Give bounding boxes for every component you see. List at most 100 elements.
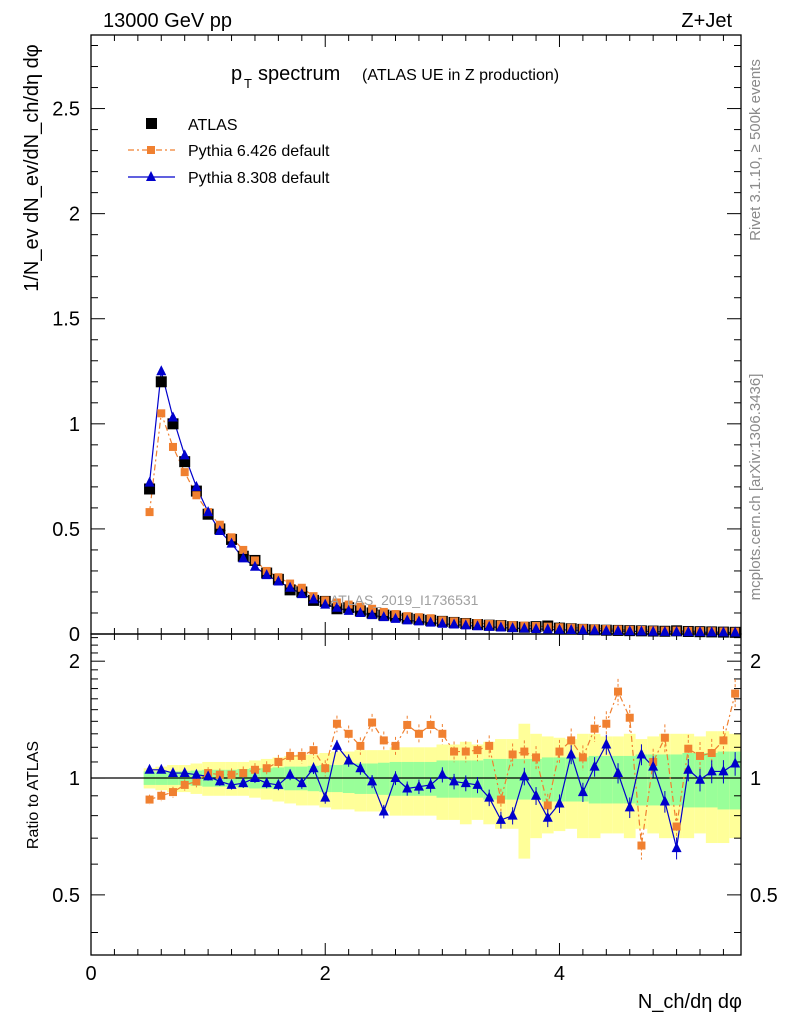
ratio-point-pythia8 (554, 797, 565, 808)
ratio-point-pythia8 (613, 767, 624, 778)
ratio-point-pythia6 (309, 746, 318, 755)
ratio-point-pythia8 (437, 768, 448, 779)
x-tick-label: 0 (85, 963, 96, 985)
point-pythia8 (577, 624, 588, 635)
source-label: mcplots.cern.ch [arXiv:1306.3436] (747, 374, 764, 601)
ratio-point-pythia6 (403, 720, 412, 729)
ratio-point-pythia8 (472, 778, 483, 789)
ratio-point-pythia8 (226, 778, 237, 789)
band-inner (413, 761, 425, 796)
point-pythia8 (730, 626, 741, 637)
point-pythia6 (168, 442, 177, 451)
point-atlas (155, 376, 167, 388)
point-pythia8 (378, 611, 389, 622)
ratio-point-pythia6 (485, 741, 494, 750)
band-inner (670, 754, 683, 806)
band-inner (506, 758, 519, 800)
ratio-point-pythia6 (543, 801, 552, 810)
point-pythia8 (718, 626, 729, 637)
legend-marker-pythia8 (146, 171, 156, 181)
point-pythia8 (214, 525, 225, 536)
ratio-point-pythia8 (449, 775, 460, 786)
ratio-point-pythia6 (379, 736, 388, 745)
process-label: Z+Jet (681, 10, 732, 32)
point-pythia8 (460, 619, 471, 630)
ratio-point-pythia6 (438, 729, 447, 738)
ratio-point-pythia6 (168, 788, 177, 797)
point-pythia8 (249, 560, 260, 571)
ratio-point-pythia8 (542, 811, 553, 822)
band-inner (401, 761, 414, 796)
bottom-panel-frame (90, 633, 742, 956)
point-pythia8 (191, 480, 202, 491)
ratio-point-pythia8 (367, 775, 378, 786)
analysis-tag: ATLAS_2019_I1736531 (330, 592, 479, 608)
ratio-point-pythia6 (614, 687, 623, 696)
point-pythia8 (226, 537, 237, 548)
point-pythia8 (390, 612, 401, 623)
point-pythia8 (706, 626, 717, 637)
ratio-point-pythia8 (331, 739, 342, 750)
y-tick-label-top: 0.5 (52, 519, 80, 541)
y-axis-title-bottom: Ratio to ATLAS (25, 741, 42, 849)
ratio-point-pythia8 (495, 813, 506, 824)
ratio-point-pythia6 (532, 753, 541, 762)
point-pythia6 (356, 602, 365, 611)
ratio-point-pythia8 (261, 777, 272, 788)
ratio-point-pythia6 (145, 795, 154, 804)
x-tick-label: 4 (554, 963, 565, 985)
uncertainty-bands (143, 723, 741, 859)
ratio-point-pythia8 (296, 777, 307, 788)
ratio-point-pythia8 (519, 770, 530, 781)
ratio-point-pythia8 (402, 782, 413, 793)
ratio-point-pythia8 (730, 757, 741, 768)
ratio-point-pythia8 (285, 768, 296, 779)
legend-marker-pythia6 (147, 146, 155, 154)
ratio-point-pythia6 (625, 713, 634, 722)
band-inner (565, 757, 578, 802)
ratio-point-pythia6 (262, 764, 271, 773)
point-pythia8 (484, 620, 495, 631)
point-pythia8 (167, 411, 178, 422)
band-inner (495, 758, 507, 800)
band-inner (553, 757, 566, 802)
point-pythia8 (519, 622, 530, 633)
point-pythia8 (413, 615, 424, 626)
point-atlas (167, 418, 179, 430)
point-pythia6 (297, 583, 306, 592)
x-axis-title: N_ch/dη dφ (638, 991, 742, 1013)
ratio-point-pythia6 (215, 770, 224, 779)
point-pythia6 (157, 409, 166, 418)
point-pythia8 (589, 624, 600, 635)
y-tick-label-top: 2 (69, 204, 80, 226)
point-pythia8 (449, 618, 460, 629)
legend: ATLAS Pythia 6.426 default Pythia 8.308 … (128, 117, 330, 187)
ratio-point-pythia6 (227, 770, 236, 779)
ratio-point-pythia6 (660, 733, 669, 742)
chart-title-note: (ATLAS UE in Z production) (362, 67, 559, 84)
ratio-point-pythia6 (567, 736, 576, 745)
ratio-point-pythia6 (496, 795, 505, 804)
point-pythia8 (425, 616, 436, 627)
point-pythia8 (296, 588, 307, 599)
y-tick-label-bottom-right: 0.5 (750, 885, 778, 907)
y-axis-title-bottom-text: Ratio to ATLAS (25, 741, 42, 849)
point-pythia8 (402, 614, 413, 625)
ratio-point-pythia6 (157, 791, 166, 800)
point-atlas (144, 483, 156, 495)
point-pythia8 (683, 626, 694, 637)
chart-title-main: p (231, 63, 242, 85)
y-tick-label-top: 2.5 (52, 99, 80, 121)
point-pythia8 (331, 601, 342, 612)
point-pythia8 (179, 449, 190, 460)
ratio-point-pythia8 (659, 795, 670, 806)
legend-label-pythia8: Pythia 8.308 default (188, 170, 330, 187)
ratio-point-pythia6 (391, 741, 400, 750)
band-inner (377, 762, 390, 795)
legend-marker-atlas (146, 118, 157, 129)
ratio-point-pythia8 (648, 760, 659, 771)
band-inner (342, 764, 355, 794)
ratio-point-pythia6 (450, 747, 459, 756)
ratio-point-pythia8 (624, 801, 635, 812)
point-pythia8 (542, 623, 553, 634)
